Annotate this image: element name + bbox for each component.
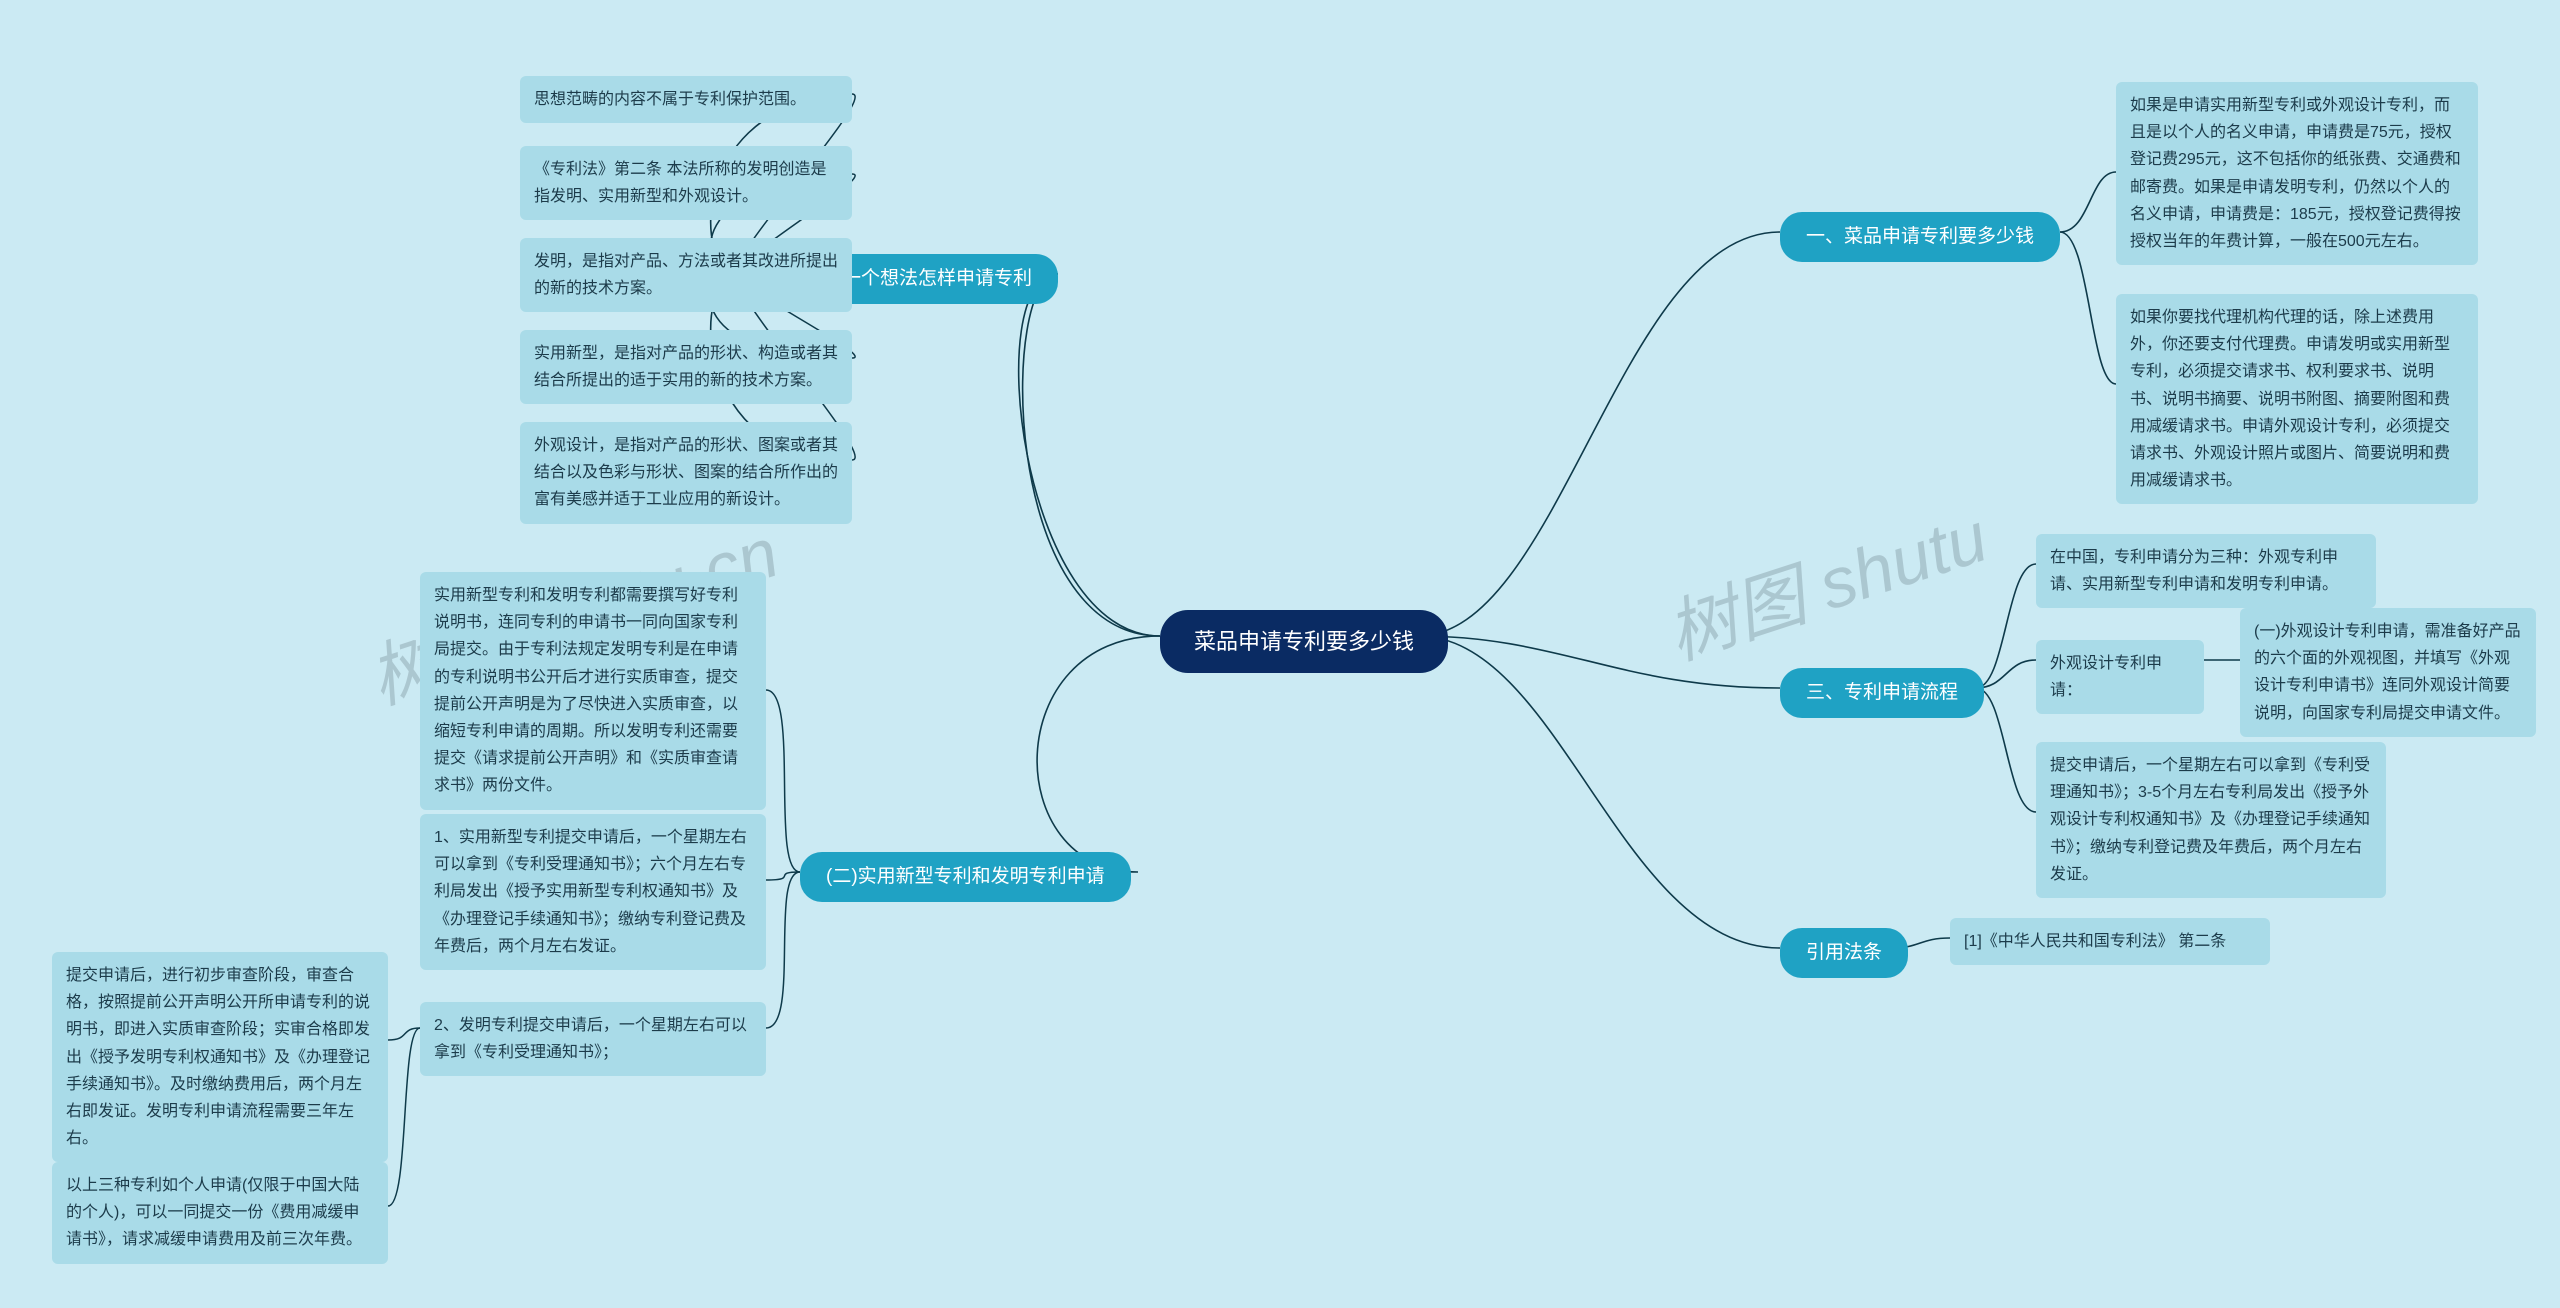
leaf-r3a: [1]《中华人民共和国专利法》 第二条 <box>1950 918 2270 965</box>
leaf-l2c: 2、发明专利提交申请后，一个星期左右可以拿到《专利受理通知书》； <box>420 1002 766 1076</box>
branch-l2: (二)实用新型专利和发明专利申请 <box>800 852 1131 902</box>
leaf-l2b: 1、实用新型专利提交申请后，一个星期左右可以拿到《专利受理通知书》；六个月左右专… <box>420 814 766 970</box>
leaf-l2a: 实用新型专利和发明专利都需要撰写好专利说明书，连同专利的申请书一同向国家专利局提… <box>420 572 766 810</box>
branch-r3: 引用法条 <box>1780 928 1908 978</box>
leaf-l1b: 《专利法》第二条 本法所称的发明创造是指发明、实用新型和外观设计。 <box>520 146 852 220</box>
leaf-l2c2: 以上三种专利如个人申请(仅限于中国大陆的个人)，可以一同提交一份《费用减缓申请书… <box>52 1162 388 1264</box>
leaf-r2b: 外观设计专利申请： <box>2036 640 2204 714</box>
leaf-r2c: 提交申请后，一个星期左右可以拿到《专利受理通知书》；3-5个月左右专利局发出《授… <box>2036 742 2386 898</box>
branch-r1: 一、菜品申请专利要多少钱 <box>1780 212 2060 262</box>
watermark: 树图 shutu <box>1652 481 1998 679</box>
leaf-l1e: 外观设计，是指对产品的形状、图案或者其结合以及色彩与形状、图案的结合所作出的富有… <box>520 422 852 524</box>
leaf-r2a: 在中国，专利申请分为三种：外观专利申请、实用新型专利申请和发明专利申请。 <box>2036 534 2376 608</box>
leaf-l1c: 发明，是指对产品、方法或者其改进所提出的新的技术方案。 <box>520 238 852 312</box>
branch-r2: 三、专利申请流程 <box>1780 668 1984 718</box>
center-node: 菜品申请专利要多少钱 <box>1160 610 1448 673</box>
leaf-r1a: 如果是申请实用新型专利或外观设计专利，而且是以个人的名义申请，申请费是75元，授… <box>2116 82 2478 265</box>
leaf-l1d: 实用新型，是指对产品的形状、构造或者其结合所提出的适于实用的新的技术方案。 <box>520 330 852 404</box>
leaf-l2c1: 提交申请后，进行初步审查阶段，审查合格，按照提前公开声明公开所申请专利的说明书，… <box>52 952 388 1162</box>
leaf-r2b1: (一)外观设计专利申请，需准备好产品的六个面的外观视图，并填写《外观设计专利申请… <box>2240 608 2536 737</box>
leaf-r1b: 如果你要找代理机构代理的话，除上述费用外，你还要支付代理费。申请发明或实用新型专… <box>2116 294 2478 504</box>
leaf-l1a: 思想范畴的内容不属于专利保护范围。 <box>520 76 852 123</box>
